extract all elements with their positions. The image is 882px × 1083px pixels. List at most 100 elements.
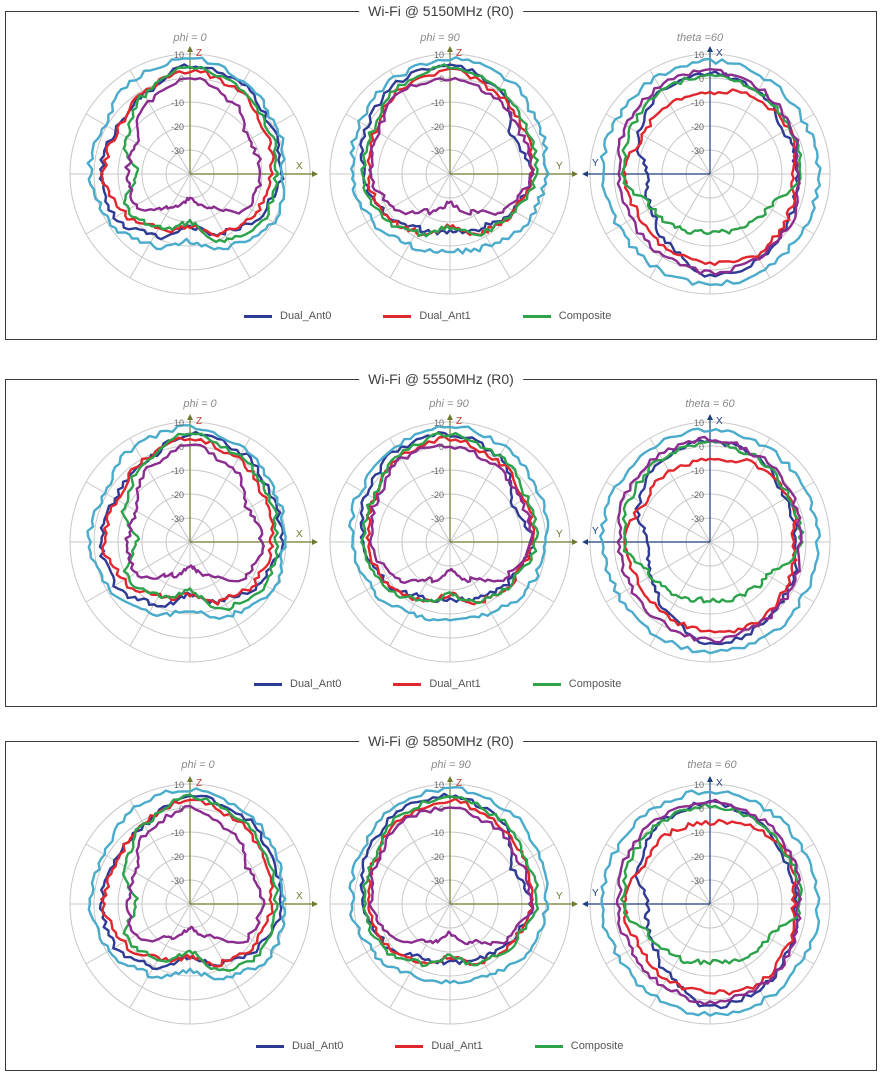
pattern-line — [634, 799, 799, 1010]
polar-chart-svg: Z X 10 0 -10 -20 -30 — [69, 414, 318, 663]
grid-spoke — [709, 113, 815, 175]
grid-spoke — [345, 481, 451, 543]
pattern-line — [616, 68, 801, 276]
legend-swatch — [393, 682, 422, 686]
polar-plot: Z X 10 0 -10 -20 -30 — [60, 412, 320, 672]
polar-plot: Z X 10 0 -10 -20 -30 — [60, 44, 320, 304]
legend: Dual_Ant0 Dual_Ant1 Composite — [256, 1040, 675, 1052]
legend-label: Dual_Ant0 — [292, 1040, 344, 1052]
pattern-line — [86, 424, 287, 620]
axis-arrow — [572, 171, 578, 177]
polar-chart-svg: Z Y 10 0 -10 -20 -30 — [329, 46, 578, 295]
axis-arrow — [582, 901, 588, 907]
pattern-line — [635, 70, 800, 278]
pattern-line — [615, 798, 802, 1006]
radial-tick-label: 10 — [694, 50, 704, 60]
axis-label-vertical: Z — [196, 778, 202, 789]
legend-item-composite: Composite — [532, 678, 622, 690]
pattern-line — [348, 425, 550, 622]
grid-spoke — [389, 69, 451, 175]
axis-label-horizontal: X — [296, 891, 303, 902]
grid-spoke — [85, 481, 191, 543]
radial-tick-label: 10 — [174, 50, 184, 60]
grid-spoke — [649, 437, 711, 543]
radial-tick-label: 0 — [179, 74, 184, 84]
grid-spoke — [189, 541, 251, 647]
grid-spoke — [709, 481, 815, 543]
grid-spoke — [189, 541, 295, 603]
legend-item-composite: Composite — [534, 1040, 623, 1052]
radial-tick-label: 0 — [439, 74, 444, 84]
axis-arrow — [582, 171, 588, 177]
pattern-line — [359, 63, 535, 236]
legend-swatch — [395, 1044, 424, 1048]
pattern-line — [360, 63, 539, 238]
axis-label-vertical: Z — [196, 416, 202, 427]
pattern-line — [616, 435, 803, 644]
grid-spoke — [709, 799, 771, 905]
radial-tick-label: -10 — [691, 98, 704, 108]
grid-spoke — [449, 69, 511, 175]
radial-tick-label: -30 — [691, 876, 704, 886]
pattern-line — [98, 794, 283, 971]
pattern-line — [368, 76, 535, 216]
grid-spoke — [189, 481, 295, 543]
grid-spoke — [605, 541, 711, 603]
pattern-line — [359, 792, 534, 966]
plot-subtitle: phi = 90 — [431, 759, 471, 771]
axis-arrow — [572, 539, 578, 545]
grid-spoke — [709, 173, 815, 235]
pattern-line — [366, 67, 535, 237]
legend: Dual_Ant0 Dual_Ant1 Composite — [244, 310, 663, 322]
legend-item-composite: Composite — [522, 310, 612, 322]
grid-spoke — [449, 541, 555, 603]
pattern-line — [122, 65, 280, 244]
grid-spoke — [129, 69, 191, 175]
pattern-line — [600, 789, 821, 1017]
pattern-line — [99, 68, 275, 238]
pattern-line — [360, 431, 540, 605]
legend-swatch — [534, 1044, 563, 1048]
radial-tick-label: -30 — [171, 146, 184, 156]
axis-label-horizontal: X — [296, 161, 303, 172]
grid-spoke — [129, 903, 191, 1009]
axis-arrow — [707, 46, 713, 52]
radial-tick-label: -20 — [691, 122, 704, 132]
polar-chart-svg: Z X 10 0 -10 -20 -30 — [69, 776, 318, 1025]
plot-subtitle: theta = 60 — [687, 759, 737, 771]
pattern-line — [369, 443, 534, 584]
legend-swatch — [256, 1044, 284, 1048]
legend-item-dual-ant0: Dual_Ant0 — [256, 1040, 343, 1052]
radial-tick-label: -10 — [431, 98, 444, 108]
legend-label: Dual_Ant0 — [280, 310, 332, 322]
radial-tick-label: -20 — [171, 852, 184, 862]
grid-spoke — [605, 903, 711, 965]
legend-label: Composite — [568, 678, 622, 690]
axis-label-horizontal: Y — [592, 158, 599, 169]
grid-spoke — [709, 541, 815, 603]
radial-tick-label: -30 — [691, 146, 704, 156]
legend-label: Composite — [558, 310, 612, 322]
axis-label-horizontal: Y — [592, 888, 599, 899]
grid-spoke — [189, 903, 295, 965]
axis-label-horizontal: Y — [592, 526, 599, 537]
polar-plot: Z Y 10 0 -10 -20 -30 — [320, 44, 580, 304]
legend-swatch — [383, 314, 412, 318]
axis-label-vertical: X — [716, 48, 723, 59]
axis-arrow — [312, 539, 318, 545]
radial-tick-label: -20 — [691, 852, 704, 862]
pattern-line — [599, 57, 822, 287]
radial-tick-label: -20 — [431, 852, 444, 862]
plot-subtitle: phi = 90 — [429, 398, 469, 410]
radial-tick-label: 10 — [434, 780, 444, 790]
axis-label-horizontal: X — [296, 529, 303, 540]
grid-spoke — [85, 903, 191, 965]
axis-label-vertical: Z — [196, 48, 202, 59]
grid-spoke — [189, 173, 295, 235]
axis-label-vertical: Z — [456, 416, 462, 427]
axis-arrow — [447, 776, 453, 782]
grid-spoke — [709, 903, 771, 1009]
grid-spoke — [605, 843, 711, 905]
legend-swatch — [522, 314, 551, 318]
axis-arrow — [582, 539, 588, 545]
